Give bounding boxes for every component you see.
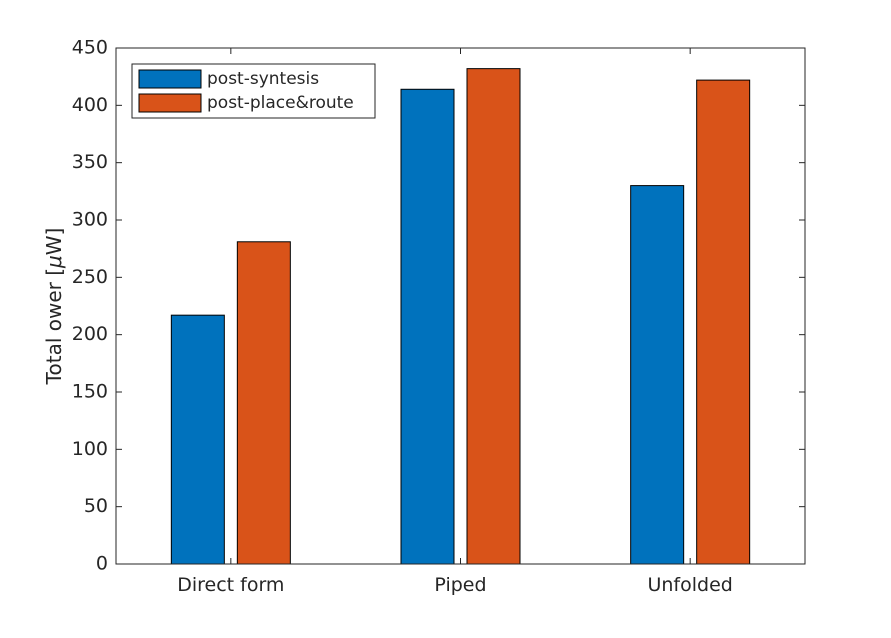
y-tick-label-250: 250 [72,266,108,288]
legend: post-syntesis post-place&route [131,63,376,119]
y-tick-label-300: 300 [72,209,108,231]
y-axis-title: Total ower [μW] [42,228,66,386]
y-tick-label-200: 200 [72,323,108,345]
bars-layer [170,68,751,565]
y-tick-label-450: 450 [72,37,108,59]
y-tick-label-0: 0 [96,553,108,575]
bar-piped-post-place-route [466,68,521,565]
legend-label-post-place-route: post-place&route [207,93,354,113]
x-tick-label-piped: Piped [434,574,486,596]
y-tick-label-350: 350 [72,151,108,173]
y-axis-title-unit: W] [42,228,66,256]
bar-direct-form-post-syntesis [170,314,225,565]
legend-swatch-post-place-route [138,93,202,113]
bar-unfolded-post-place-route [696,79,751,565]
y-tick-label-100: 100 [72,438,108,460]
x-tick-label-direct-form: Direct form [177,574,284,596]
ticks-layer: Direct form Piped Unfolded 0 50 100 150 200 250 3… [72,37,805,596]
plot-area [116,48,805,564]
bar-piped-post-syntesis [400,88,455,565]
legend-swatch-post-syntesis [138,69,202,89]
y-tick-label-50: 50 [84,495,108,517]
y-axis-title-mu: μ [42,255,66,269]
bar-direct-form-post-place-route [236,241,291,565]
x-tick-label-unfolded: Unfolded [647,574,732,596]
bar-unfolded-post-syntesis [630,185,685,565]
y-tick-label-400: 400 [72,94,108,116]
y-tick-label-150: 150 [72,381,108,403]
y-axis-title-prefix: Total ower [ [42,268,66,385]
legend-label-post-syntesis: post-syntesis [207,69,319,89]
